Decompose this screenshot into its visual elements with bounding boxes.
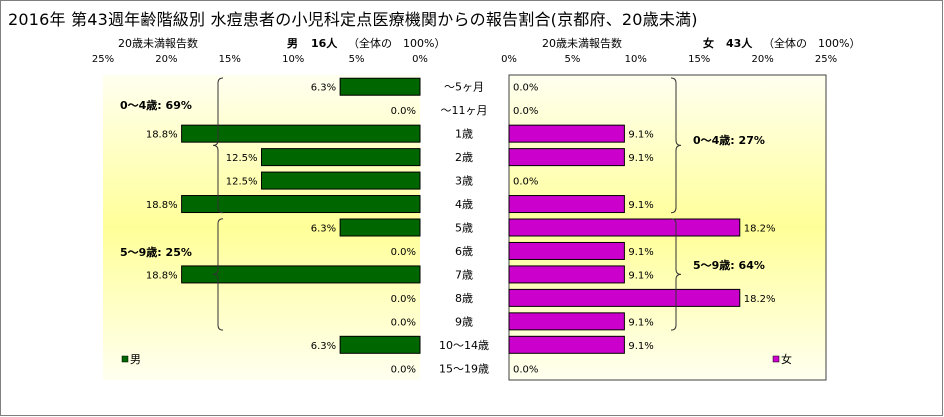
female-annotation-0-4: 0～4歳: 27% xyxy=(693,133,765,147)
age-category-label: ～5ヶ月 xyxy=(444,81,484,94)
male-bar xyxy=(339,77,421,96)
female-header-sex: 女 xyxy=(703,37,714,50)
female-data-label: 9.1% xyxy=(628,247,653,258)
male-bar xyxy=(181,195,421,214)
age-category-label: 5歳 xyxy=(455,222,473,235)
male-data-label: 6.3% xyxy=(311,341,336,352)
female-data-label: 0.0% xyxy=(513,177,538,188)
age-category-label: 8歳 xyxy=(455,292,473,305)
male-data-label: 6.3% xyxy=(311,224,336,235)
male-annotation-0-4: 0～4歳: 69% xyxy=(120,98,192,112)
male-x-tick-label: 20% xyxy=(155,54,177,65)
female-bar xyxy=(508,335,625,354)
female-bar xyxy=(508,312,625,331)
male-header-sex: 男 xyxy=(287,37,298,50)
female-data-label: 18.2% xyxy=(744,294,776,305)
male-data-label: 18.8% xyxy=(146,130,178,141)
age-category-label: 15～19歳 xyxy=(439,362,489,375)
male-x-tick-label: 10% xyxy=(282,54,304,65)
female-data-label: 0.0% xyxy=(513,83,538,94)
male-data-label: 0.0% xyxy=(391,364,416,375)
female-data-label: 9.1% xyxy=(628,317,653,328)
male-header-label: 20歳未満報告数 xyxy=(118,37,198,50)
age-category-label: ～11ヶ月 xyxy=(441,104,488,117)
male-bar xyxy=(261,171,421,190)
female-annotation-5-9: 5～9歳: 64% xyxy=(693,258,765,272)
female-data-label: 9.1% xyxy=(628,200,653,211)
male-data-label: 0.0% xyxy=(391,247,416,258)
female-x-tick-label: 10% xyxy=(625,54,647,65)
male-data-label: 6.3% xyxy=(311,83,336,94)
age-category-label: 2歳 xyxy=(455,151,473,164)
female-brace-0-4 xyxy=(670,77,682,214)
age-category-label: 9歳 xyxy=(455,315,473,328)
female-x-tick-label: 15% xyxy=(688,54,710,65)
male-bar xyxy=(261,148,421,167)
male-bar xyxy=(181,265,421,284)
male-x-tick-label: 15% xyxy=(219,54,241,65)
male-brace-0-4 xyxy=(212,77,224,214)
age-category-label: 6歳 xyxy=(455,245,473,258)
female-legend-label: 女 xyxy=(781,352,792,366)
female-bar xyxy=(508,124,625,143)
male-annotation-5-9: 5～9歳: 25% xyxy=(120,245,192,259)
female-bar xyxy=(508,241,625,260)
female-x-tick-label: 5% xyxy=(564,54,580,65)
age-category-label: 4歳 xyxy=(455,198,473,211)
male-bar xyxy=(181,124,421,143)
male-x-tick-label: 25% xyxy=(92,54,114,65)
female-x-tick-label: 25% xyxy=(815,54,837,65)
age-category-label: 3歳 xyxy=(455,175,473,188)
male-legend-label: 男 xyxy=(130,353,141,366)
male-header-count: 16人 xyxy=(311,37,338,50)
male-header-share: （全体の 100%） xyxy=(348,37,446,50)
female-data-label: 0.0% xyxy=(513,106,538,117)
male-x-tick-label: 5% xyxy=(349,54,365,65)
male-data-label: 0.0% xyxy=(391,294,416,305)
male-data-label: 12.5% xyxy=(226,153,258,164)
female-data-label: 18.2% xyxy=(744,224,776,235)
male-data-label: 12.5% xyxy=(226,177,258,188)
female-header-share: （全体の 100%） xyxy=(763,37,861,50)
male-x-tick-label: 0% xyxy=(412,54,428,65)
female-legend-swatch xyxy=(772,355,780,363)
female-bar xyxy=(508,218,741,237)
male-brace-5-9 xyxy=(212,218,224,331)
female-data-label: 9.1% xyxy=(628,130,653,141)
male-legend-swatch xyxy=(121,355,129,363)
male-data-label: 0.0% xyxy=(391,106,416,117)
male-bar xyxy=(339,335,421,354)
chart-title: 2016年 第43週年齢階級別 水痘患者の小児科定点医療機関からの報告割合(京都… xyxy=(8,10,698,29)
age-category-label: 1歳 xyxy=(455,128,473,141)
male-bar xyxy=(339,218,421,237)
female-brace-5-9 xyxy=(670,218,682,331)
age-category-label: 10～14歳 xyxy=(439,339,489,352)
female-header-label: 20歳未満報告数 xyxy=(542,37,622,50)
female-bar xyxy=(508,288,741,307)
female-data-label: 9.1% xyxy=(628,341,653,352)
male-data-label: 18.8% xyxy=(146,270,178,281)
male-data-label: 0.0% xyxy=(391,317,416,328)
age-category-label: 7歳 xyxy=(455,268,473,281)
female-bar xyxy=(508,265,625,284)
male-data-label: 18.8% xyxy=(146,200,178,211)
female-header-count: 43人 xyxy=(726,37,753,50)
female-data-label: 9.1% xyxy=(628,153,653,164)
female-bar xyxy=(508,148,625,167)
female-data-label: 9.1% xyxy=(628,270,653,281)
female-x-tick-label: 0% xyxy=(501,54,517,65)
female-bar xyxy=(508,195,625,214)
female-x-tick-label: 20% xyxy=(751,54,773,65)
female-data-label: 0.0% xyxy=(513,364,538,375)
